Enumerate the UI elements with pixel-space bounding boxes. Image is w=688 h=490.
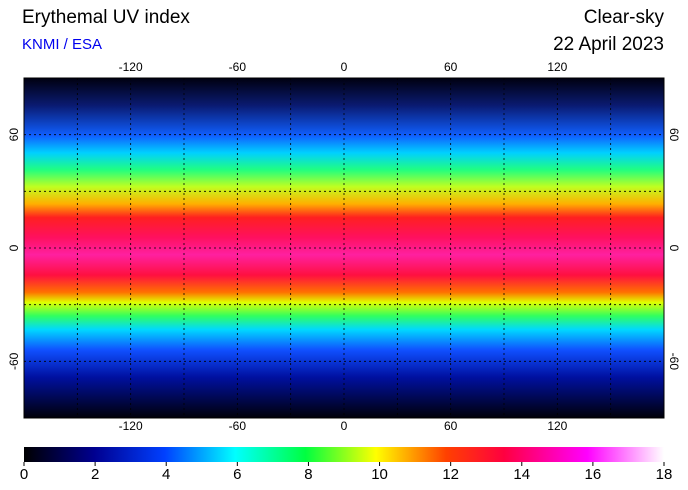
lon-tick-label: 60 bbox=[444, 60, 458, 74]
lat-tick-label: -60 bbox=[667, 353, 681, 371]
lon-tick-label: 120 bbox=[547, 419, 567, 433]
lat-tick-label: -60 bbox=[7, 352, 21, 370]
colorbar-tick-label: 12 bbox=[442, 466, 459, 483]
lon-tick-label: 60 bbox=[444, 419, 458, 433]
lon-tick-label: 0 bbox=[341, 60, 348, 74]
colorbar-tick-label: 0 bbox=[20, 466, 28, 483]
date: 22 April 2023 bbox=[553, 34, 664, 55]
colorbar-tick-label: 6 bbox=[233, 466, 241, 483]
colorbar-tick-label: 2 bbox=[91, 466, 99, 483]
lon-tick-label: 0 bbox=[341, 419, 348, 433]
lat-tick-label: 0 bbox=[7, 244, 21, 251]
lat-tick-label: 60 bbox=[7, 128, 21, 142]
colorbar bbox=[24, 447, 664, 462]
colorbar-tick-label: 14 bbox=[513, 466, 530, 483]
condition: Clear-sky bbox=[584, 7, 665, 28]
lon-tick-label: -60 bbox=[229, 419, 247, 433]
colorbar-tick-label: 4 bbox=[162, 466, 170, 483]
lon-tick-label: 120 bbox=[547, 60, 567, 74]
lat-tick-label: 0 bbox=[667, 245, 681, 252]
colorbar-tick-label: 10 bbox=[371, 466, 388, 483]
lat-tick-label: 60 bbox=[667, 128, 681, 142]
title: Erythemal UV index bbox=[22, 7, 190, 28]
lon-tick-label: -120 bbox=[119, 419, 143, 433]
colorbar-tick-label: 8 bbox=[304, 466, 312, 483]
colorbar-tick-label: 16 bbox=[585, 466, 602, 483]
lon-tick-label: -60 bbox=[229, 60, 247, 74]
lon-tick-label: -120 bbox=[119, 60, 143, 74]
colorbar-tick-label: 18 bbox=[656, 466, 673, 483]
source: KNMI / ESA bbox=[22, 36, 102, 53]
